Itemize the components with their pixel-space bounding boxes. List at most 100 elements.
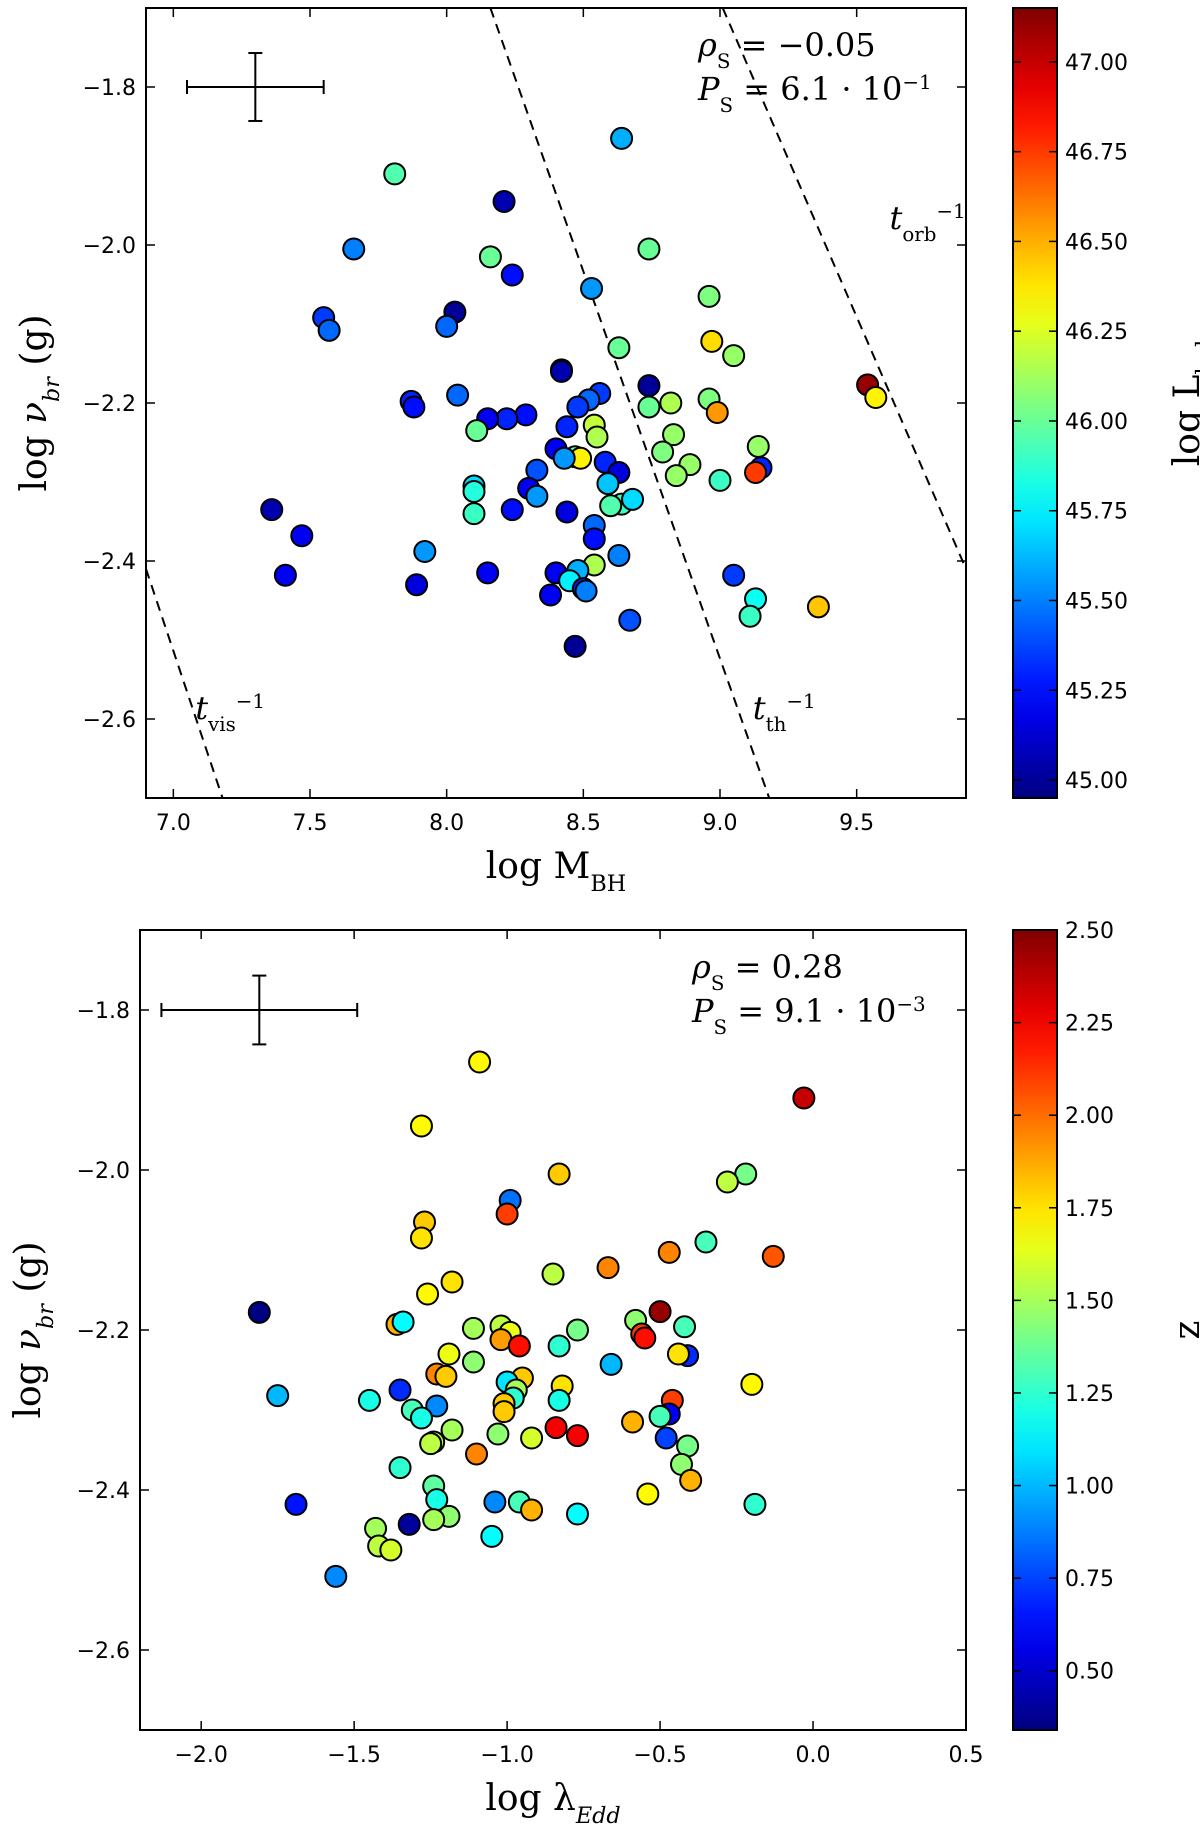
x-axis-title: log MBH [486,846,626,897]
data-point [637,237,661,261]
timescale-label-orb-part: −1 [936,200,965,223]
data-point [440,1418,464,1442]
stat-rho-part: ρ [697,26,717,64]
data-point [405,573,429,597]
data-point [722,344,746,368]
y-tick-label: −2.4 [83,550,136,575]
y-axis-title-part: ν [8,1329,49,1351]
data-point [507,1334,531,1358]
data-point [266,1384,290,1408]
y-axis-title-part: log [14,424,55,492]
colorbar-title: z [1167,1321,1200,1340]
data-point [492,190,516,214]
data-point [761,1244,785,1268]
x-tick-label: 0.0 [796,1743,831,1768]
stat-rho-part: S [711,972,725,995]
data-point [743,1492,767,1516]
data-point [599,494,623,518]
data-point [633,1326,657,1350]
data-point [500,498,524,522]
stat-rho-part: ρ [691,948,711,986]
colorbar-tick-label: 0.75 [1065,1567,1114,1592]
x-tick-label: 8.5 [566,811,601,836]
data-point [486,1422,510,1446]
data-point [416,1282,440,1306]
data-point [555,500,579,524]
data-point [247,1300,271,1324]
data-point [596,1256,620,1280]
timescale-label-orb-part: orb [902,223,936,246]
data-point [657,1240,681,1264]
data-point [492,1400,516,1424]
x-axis-title-part: BH [590,871,626,897]
data-point [636,1482,660,1506]
colorbar-tick-label: 46.75 [1065,141,1128,166]
stat-p-part: S [714,1016,728,1039]
timescale-label-vis-part: t [195,689,208,727]
stat-rho: ρS = 0.28 [691,948,843,995]
data-point [480,1524,504,1548]
data-point [547,1388,571,1412]
data-point [792,1086,816,1110]
colorbar-tick-label: 45.50 [1065,590,1128,615]
data-point [565,1318,589,1342]
data-point [461,1350,485,1374]
y-axis-title-part: (g) [8,1241,49,1304]
data-point [648,1404,672,1428]
x-axis-title: log λEdd [485,1778,620,1825]
colorbar-tick-label: 45.00 [1065,769,1128,794]
data-point [637,374,661,398]
data-point [744,461,768,485]
stat-p-part: = 9.1 · 10 [727,992,896,1030]
data-point [648,1300,672,1324]
stat-p-part: P [697,70,720,108]
data-point [437,1342,461,1366]
stat-p-part: P [691,992,714,1030]
data-point [806,595,830,619]
timescale-label-vis-part: −1 [236,690,265,713]
y-tick-label: −2.4 [77,1479,130,1504]
data-point [402,395,426,419]
colorbar-tick-label: 2.00 [1065,1104,1114,1129]
x-tick-label: 7.0 [156,811,191,836]
x-tick-label: 0.5 [949,1743,984,1768]
data-point [284,1492,308,1516]
x-tick-label: −1.5 [327,1743,380,1768]
data-point [555,415,579,439]
colorbar-title-part: log L [1167,375,1200,467]
data-point [514,403,538,427]
data-point [563,634,587,658]
data-point [462,479,486,503]
y-axis-title-group: log νbr (g) [8,1241,59,1418]
x-tick-label: −2.0 [174,1743,227,1768]
colorbar-tick-label: 1.00 [1065,1475,1114,1500]
data-point [495,1202,519,1226]
data-point [324,1564,348,1588]
y-tick-label: −1.8 [77,999,130,1024]
data-point [574,579,598,603]
data-point [409,1406,433,1430]
data-point [565,1424,589,1448]
timescale-label-th-part: th [766,713,787,736]
x-axis-title-part: Edd [575,1803,621,1825]
data-point [435,314,459,338]
data-point [580,276,604,300]
y-axis-title-part: br [33,1303,59,1329]
data-point [468,1050,492,1074]
stat-p-part: S [720,94,734,117]
data-point [419,1432,443,1456]
timescale-label-orb-part: t [889,199,902,237]
data-point [722,563,746,587]
y-axis-title-part: br [39,376,65,402]
plot-area [160,974,816,1588]
plot-frame [139,929,967,1731]
data-point [697,284,721,308]
data-point [740,1372,764,1396]
colorbar-title-part: z [1167,1321,1200,1340]
data-point [864,385,888,409]
x-tick-label: 8.0 [429,811,464,836]
colorbar-tick-label: 46.50 [1065,230,1128,255]
data-point [425,1394,449,1418]
